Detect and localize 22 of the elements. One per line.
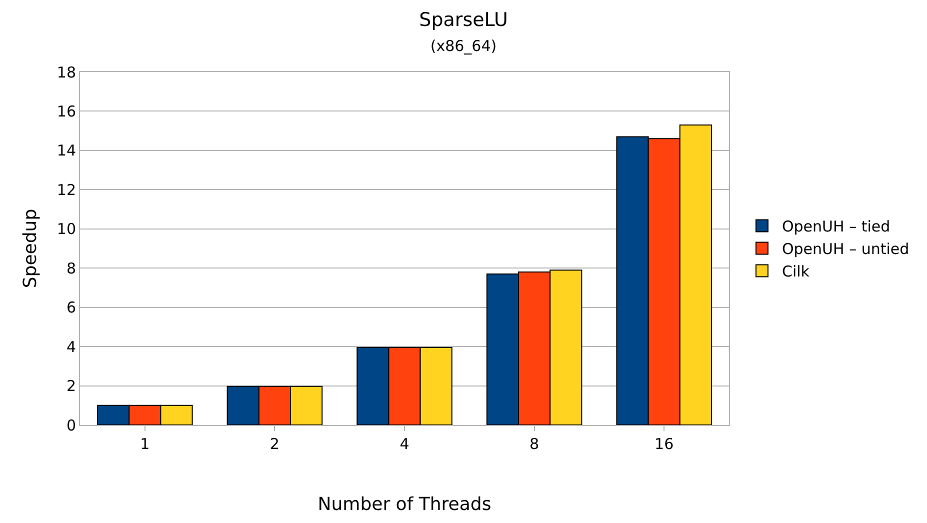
- y-tick-label: 6: [66, 298, 76, 317]
- y-tick-label: 2: [66, 377, 76, 396]
- x-axis-title: Number of Threads: [318, 494, 492, 516]
- y-tick-label: 10: [56, 220, 76, 238]
- chart-subtitle: (x86_64): [430, 36, 497, 55]
- x-tick-label: 8: [530, 435, 540, 453]
- y-tick-label: 4: [66, 338, 76, 356]
- x-tick-label: 4: [400, 435, 410, 453]
- legend-label: OpenUH – untied: [782, 240, 910, 258]
- y-tick-label: 14: [56, 142, 76, 160]
- y-tick-label: 16: [56, 102, 76, 120]
- y-tick-label: 18: [56, 63, 76, 82]
- x-tick-label: 16: [654, 435, 674, 453]
- legend-label: Cilk: [782, 262, 810, 281]
- x-tick-label: 1: [140, 435, 150, 453]
- chart-title: SparseLU: [419, 9, 508, 32]
- x-tick-label: 2: [270, 435, 280, 453]
- y-axis-title: Speedup: [20, 208, 42, 288]
- y-tick-label: 0: [66, 416, 76, 434]
- y-tick-label: 8: [66, 259, 76, 278]
- legend-label: OpenUH – tied: [782, 218, 890, 236]
- y-tick-label: 12: [56, 180, 76, 199]
